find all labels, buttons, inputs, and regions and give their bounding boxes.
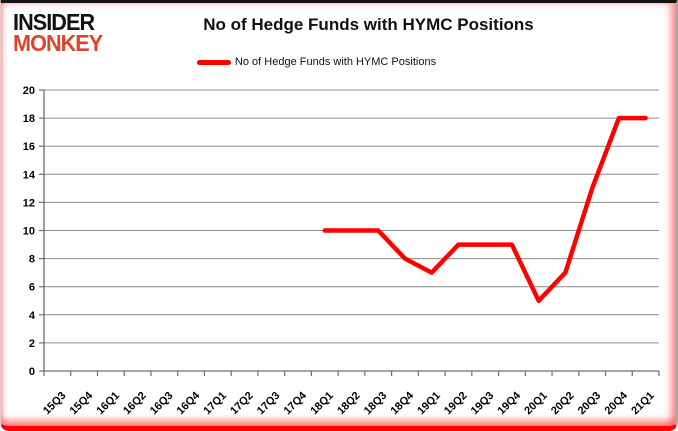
svg-text:18: 18 (23, 113, 35, 125)
svg-text:19Q2: 19Q2 (442, 390, 470, 418)
svg-text:20Q4: 20Q4 (602, 389, 630, 417)
svg-text:19Q4: 19Q4 (496, 389, 524, 417)
svg-text:20Q2: 20Q2 (549, 390, 577, 418)
axis-ticks (39, 89, 660, 376)
svg-text:17Q2: 17Q2 (228, 390, 256, 418)
svg-text:16: 16 (23, 141, 35, 153)
svg-text:17Q1: 17Q1 (201, 390, 229, 418)
logo-monkey-text: MONKEY (13, 29, 103, 56)
insider-monkey-logo: INSIDER MONKEY (13, 9, 103, 56)
logo-insider-text: INSIDER (13, 9, 95, 35)
svg-text:14: 14 (23, 169, 36, 181)
svg-text:0: 0 (29, 366, 35, 378)
svg-text:20Q1: 20Q1 (522, 390, 550, 418)
data-line (322, 115, 648, 304)
legend-label: No of Hedge Funds with HYMC Positions (234, 56, 437, 68)
svg-text:6: 6 (29, 282, 35, 294)
svg-text:4: 4 (29, 310, 36, 322)
svg-text:20Q3: 20Q3 (576, 390, 604, 418)
svg-text:18Q2: 18Q2 (335, 390, 363, 418)
svg-text:19Q1: 19Q1 (415, 390, 443, 418)
svg-text:20: 20 (23, 85, 35, 97)
legend-line-marker (196, 59, 231, 65)
chart-title: No of Hedge Funds with HYMC Positions (203, 15, 534, 34)
svg-text:16Q1: 16Q1 (94, 390, 122, 418)
svg-text:15Q4: 15Q4 (68, 389, 96, 417)
svg-text:12: 12 (23, 197, 35, 209)
svg-text:17Q3: 17Q3 (255, 390, 283, 418)
svg-text:18Q1: 18Q1 (308, 390, 336, 418)
svg-text:2: 2 (29, 338, 35, 350)
svg-text:17Q4: 17Q4 (282, 389, 310, 417)
svg-text:16Q2: 16Q2 (121, 390, 149, 418)
svg-text:15Q3: 15Q3 (41, 390, 69, 418)
svg-text:21Q1: 21Q1 (629, 390, 657, 418)
x-tick-labels: 15Q3 15Q4 16Q1 16Q2 16Q3 16Q4 17Q1 17Q2 17Q3 17Q4… (41, 389, 657, 417)
svg-text:10: 10 (23, 225, 35, 237)
y-gridlines (44, 89, 659, 344)
svg-text:19Q3: 19Q3 (469, 390, 497, 418)
svg-text:8: 8 (29, 254, 35, 266)
line-chart: 0 2 4 6 8 10 12 14 16 18 20 15Q3 15Q4 16Q1 16Q2 16Q3 16Q… (23, 85, 660, 417)
svg-text:18Q3: 18Q3 (362, 390, 390, 418)
legend: No of Hedge Funds with HYMC Positions (1, 56, 632, 68)
svg-text:16Q4: 16Q4 (175, 389, 203, 417)
y-tick-labels: 0 2 4 6 8 10 12 14 16 18 20 (23, 85, 36, 378)
svg-text:18Q4: 18Q4 (389, 389, 417, 417)
svg-text:16Q3: 16Q3 (148, 390, 176, 418)
